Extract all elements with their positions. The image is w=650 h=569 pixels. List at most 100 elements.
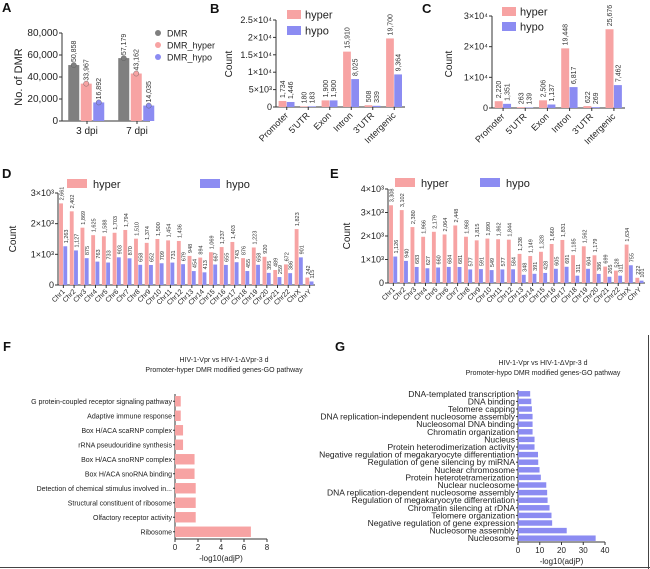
value-label: 1,237 xyxy=(220,230,226,244)
bar xyxy=(518,413,533,420)
bar xyxy=(175,425,184,436)
bar-hyper xyxy=(283,264,288,285)
value-label: 920 xyxy=(263,245,269,254)
bar xyxy=(518,459,539,465)
bar-dmr-hyper xyxy=(130,73,142,121)
value-label: 222 xyxy=(636,266,642,275)
value-label: 2,506 xyxy=(541,80,548,98)
bar-hyper xyxy=(496,239,501,283)
value-label: 348 xyxy=(522,263,528,272)
bar-hypo xyxy=(298,257,303,285)
value-label: 428 xyxy=(544,261,550,270)
panel-label: E xyxy=(330,166,339,181)
legend-marker xyxy=(155,30,161,36)
y-tick-label: 1×10³ xyxy=(361,255,384,265)
legend-label: hyper xyxy=(421,178,449,190)
value-label: 50,858 xyxy=(71,41,78,63)
value-label: 57,179 xyxy=(121,34,128,56)
value-label: 8,025 xyxy=(353,58,360,76)
y-tick-label: 0 xyxy=(267,102,272,112)
value-label: 709 xyxy=(160,251,166,260)
bar-hyper xyxy=(251,247,256,285)
bar-hypo xyxy=(288,273,293,285)
y-tick-label: 2×10⁴ xyxy=(464,42,488,52)
y-tick-label: Negative regulation of gene expression xyxy=(368,518,516,528)
bar-hypo xyxy=(181,264,186,285)
bar xyxy=(175,410,181,421)
value-label: 1,238 xyxy=(518,237,524,251)
legend-marker xyxy=(287,26,301,35)
bar-hypo xyxy=(256,264,260,285)
bar-hypo xyxy=(591,107,600,108)
value-label: 584 xyxy=(512,257,518,266)
value-label: 1,900 xyxy=(323,80,330,98)
value-label: 386 xyxy=(289,261,295,270)
value-label: 19,448 xyxy=(563,24,570,46)
panel-c: C 0 1×10⁴ 2×10⁴ 3×10⁴ Count Promoter 2,220 1,351… xyxy=(422,1,625,146)
bar-hyper xyxy=(321,100,330,107)
value-label: 454 xyxy=(192,259,198,268)
bar-hyper xyxy=(506,239,511,283)
y-tick-label: Nuclear chromosome xyxy=(434,465,515,475)
bar-hypo xyxy=(639,280,644,283)
value-label: 395 xyxy=(267,261,273,270)
value-label: 101 xyxy=(640,268,646,277)
bar-dmr xyxy=(118,58,130,121)
bar-hyper xyxy=(605,29,614,108)
bar-hypo xyxy=(393,256,398,283)
bar xyxy=(518,429,533,435)
y-tick-label: Chromatin silencing at rDNA xyxy=(408,503,516,513)
value-label: 1,625 xyxy=(92,218,98,232)
bar-hypo xyxy=(170,262,175,285)
bar-hyper xyxy=(583,106,592,108)
x-tick-label: 4 xyxy=(219,543,224,552)
bar-hypo xyxy=(503,103,512,108)
bar-hypo xyxy=(149,265,153,285)
bar-hypo xyxy=(500,269,505,283)
value-label: 1,403 xyxy=(231,225,237,239)
bar-hyper xyxy=(516,107,525,108)
bar-hypo xyxy=(404,260,408,283)
x-tick-label: 2 xyxy=(196,543,201,552)
bar-hypo xyxy=(84,258,89,285)
y-tick-label: 2×10³ xyxy=(31,219,54,229)
value-label: 894 xyxy=(199,245,205,254)
y-tick-label: Protein heterodimerization activity xyxy=(387,442,515,452)
bar xyxy=(518,398,532,405)
bar-hyper xyxy=(123,229,128,285)
bar xyxy=(518,482,547,488)
bar-hyper xyxy=(399,210,404,283)
legend-label: DMR_hypo xyxy=(167,53,212,63)
value-label: 652 xyxy=(149,253,155,262)
bar-hyper xyxy=(421,236,426,283)
value-label: 1,179 xyxy=(593,239,599,253)
y-tick-label: Telomere organization xyxy=(431,510,515,520)
value-label: 1,500 xyxy=(156,222,162,236)
value-label: 25,676 xyxy=(607,5,614,27)
value-label: 658 xyxy=(139,253,145,262)
value-label: 683 xyxy=(415,255,421,264)
value-label: 9,364 xyxy=(396,54,403,72)
bar xyxy=(175,439,184,450)
value-label: 242 xyxy=(306,265,312,274)
y-tick-label: Nuclear nucleosome xyxy=(438,480,516,490)
value-label: 948 xyxy=(188,244,194,253)
legend-marker xyxy=(67,179,87,188)
value-label: 875 xyxy=(85,246,91,255)
bar xyxy=(518,421,533,427)
y-tick-label: Nucleosomal DNA binding xyxy=(416,419,515,429)
value-label: 627 xyxy=(426,256,432,265)
value-label: 684 xyxy=(447,255,453,264)
y-tick-label: 20,000 xyxy=(27,94,58,105)
x-tick-label: 30 xyxy=(579,546,588,555)
y-tick-label: 2.5×10⁴ xyxy=(240,15,272,25)
bar-hypo xyxy=(564,266,569,283)
value-label: 658 xyxy=(257,253,263,262)
bar-hyper xyxy=(494,101,503,108)
value-label: 1,351 xyxy=(505,83,512,101)
y-axis-label: Count xyxy=(224,50,235,77)
bar xyxy=(518,406,532,412)
value-label: 1,844 xyxy=(507,223,513,237)
y-tick-label: 1×10⁴ xyxy=(464,72,488,82)
